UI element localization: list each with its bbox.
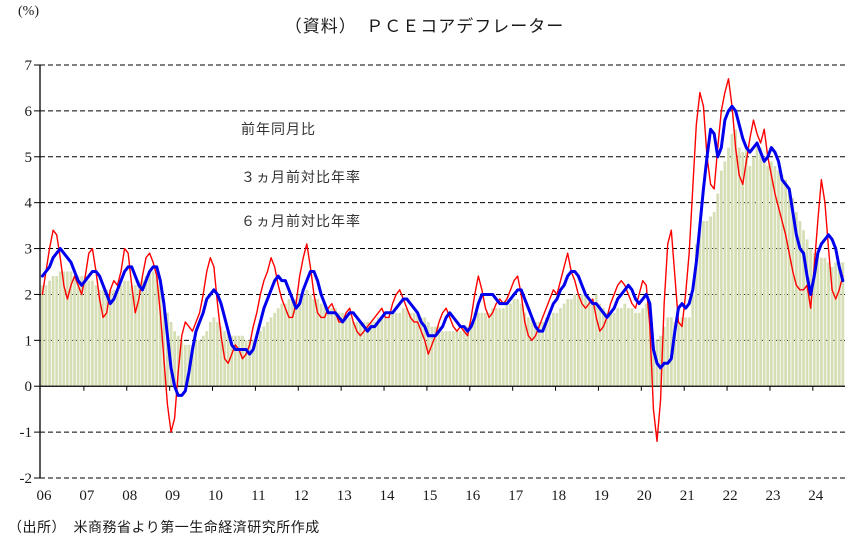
legend-label-6m: ６ヵ月前対比年率 — [241, 215, 361, 230]
x-axis-tick-label: 11 — [251, 488, 265, 504]
y-axis-tick-label: 3 — [25, 242, 33, 258]
y-axis-tick-label: 4 — [25, 196, 33, 212]
y-axis-tick-label: 6 — [25, 104, 33, 120]
legend-label-yoy: 前年同月比 — [241, 123, 316, 138]
y-axis-tick-label: 1 — [25, 333, 33, 349]
chart-title: （資料） ＰＣＥコアデフレーター — [284, 17, 565, 36]
x-axis-tick-label: 07 — [79, 488, 95, 504]
y-axis-tick-label: -1 — [20, 425, 33, 441]
thick-blue-line-swatch — [177, 220, 232, 223]
x-axis-tick-label: 23 — [766, 488, 781, 504]
area-swatch — [177, 125, 232, 133]
legend-label-3m: ３ヵ月前対比年率 — [241, 171, 361, 186]
line-3m-annualized — [41, 78, 844, 442]
y-axis-unit-label: (%) — [18, 4, 39, 19]
x-axis-tick-label: 16 — [465, 488, 481, 504]
x-axis-tick-label: 17 — [508, 488, 524, 504]
x-axis-tick-label: 13 — [337, 488, 352, 504]
y-axis-tick-label: 2 — [25, 287, 33, 303]
legend-item-3m-annualized: ３ヵ月前対比年率 — [177, 169, 361, 186]
x-axis-tick-label: 09 — [165, 488, 180, 504]
x-axis-tick-label: 14 — [380, 488, 396, 504]
y-axis-tick-label: 0 — [25, 379, 33, 395]
legend-item-yoy: 前年同月比 — [177, 121, 316, 138]
x-axis-tick-label: 24 — [808, 488, 824, 504]
source-note: （出所） 米商務省より第一生命経済研究所作成 — [8, 521, 320, 536]
y-axis-tick-label: 7 — [25, 58, 33, 74]
x-axis-tick-label: 20 — [637, 488, 652, 504]
x-axis-tick-label: 08 — [122, 488, 137, 504]
legend-item-6m-annualized: ６ヵ月前対比年率 — [177, 213, 361, 230]
x-axis-tick-label: 22 — [723, 488, 738, 504]
x-axis-tick-label: 06 — [37, 488, 53, 504]
x-axis-tick-label: 10 — [208, 488, 223, 504]
x-axis-tick-label: 18 — [551, 488, 566, 504]
x-axis-tick-label: 15 — [422, 488, 437, 504]
x-axis-tick-label: 19 — [594, 488, 609, 504]
y-axis-tick-label: 5 — [25, 150, 33, 166]
x-axis-tick-label: 21 — [680, 488, 695, 504]
thin-red-line-swatch — [177, 176, 232, 178]
x-axis-tick-label: 12 — [294, 488, 309, 504]
y-axis-tick-label: -2 — [20, 471, 33, 487]
line-6m-annualized — [40, 104, 845, 397]
